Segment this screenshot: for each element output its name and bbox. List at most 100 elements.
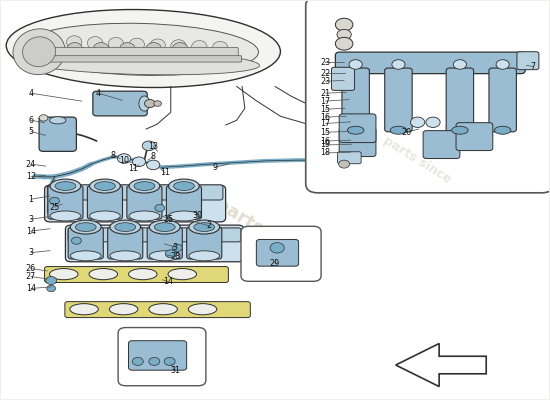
FancyBboxPatch shape xyxy=(93,91,147,116)
FancyBboxPatch shape xyxy=(166,186,201,219)
Ellipse shape xyxy=(212,41,228,54)
Text: 25: 25 xyxy=(163,215,173,224)
Text: 26: 26 xyxy=(26,264,36,273)
Ellipse shape xyxy=(18,50,260,75)
Circle shape xyxy=(336,18,353,31)
FancyBboxPatch shape xyxy=(384,68,412,132)
FancyBboxPatch shape xyxy=(423,131,460,158)
Text: 17: 17 xyxy=(321,119,331,128)
Ellipse shape xyxy=(67,42,83,58)
Text: 6: 6 xyxy=(29,116,34,125)
Ellipse shape xyxy=(67,36,82,48)
FancyBboxPatch shape xyxy=(47,185,223,200)
Circle shape xyxy=(339,160,350,168)
Ellipse shape xyxy=(50,268,78,280)
Ellipse shape xyxy=(189,251,219,261)
Ellipse shape xyxy=(173,182,194,190)
Text: 14: 14 xyxy=(26,284,36,293)
Ellipse shape xyxy=(13,29,65,75)
Ellipse shape xyxy=(89,268,118,280)
Ellipse shape xyxy=(168,211,199,221)
FancyBboxPatch shape xyxy=(489,68,516,132)
Ellipse shape xyxy=(168,268,196,280)
Text: 15: 15 xyxy=(321,105,331,114)
Ellipse shape xyxy=(115,223,136,232)
Ellipse shape xyxy=(129,179,160,193)
Circle shape xyxy=(154,101,162,106)
Ellipse shape xyxy=(155,223,175,232)
Text: 9: 9 xyxy=(212,163,217,172)
Text: 31: 31 xyxy=(170,366,180,375)
Text: 8: 8 xyxy=(111,151,116,160)
Ellipse shape xyxy=(109,304,138,315)
Circle shape xyxy=(270,243,284,253)
Text: 23: 23 xyxy=(321,77,331,86)
FancyBboxPatch shape xyxy=(306,0,550,193)
FancyBboxPatch shape xyxy=(127,186,162,219)
Text: 28: 28 xyxy=(170,252,180,261)
Text: 7: 7 xyxy=(530,62,535,71)
Text: 19: 19 xyxy=(321,140,331,150)
Circle shape xyxy=(166,250,176,258)
Circle shape xyxy=(453,60,466,69)
Ellipse shape xyxy=(110,220,141,234)
Text: 17: 17 xyxy=(321,97,331,106)
Ellipse shape xyxy=(134,182,155,190)
Circle shape xyxy=(155,204,165,212)
Ellipse shape xyxy=(6,10,280,88)
Ellipse shape xyxy=(149,304,177,315)
Ellipse shape xyxy=(452,126,468,134)
Polygon shape xyxy=(395,344,486,386)
Ellipse shape xyxy=(95,182,116,190)
Ellipse shape xyxy=(110,251,141,261)
Text: 11: 11 xyxy=(160,168,170,177)
FancyBboxPatch shape xyxy=(39,117,76,151)
Circle shape xyxy=(39,115,48,121)
Ellipse shape xyxy=(172,42,188,58)
Circle shape xyxy=(118,154,131,163)
Text: 10: 10 xyxy=(119,156,129,166)
Ellipse shape xyxy=(87,36,103,49)
Ellipse shape xyxy=(23,37,56,67)
Circle shape xyxy=(336,37,353,50)
Circle shape xyxy=(47,285,56,292)
Text: 23: 23 xyxy=(321,58,331,67)
FancyBboxPatch shape xyxy=(342,68,370,132)
Ellipse shape xyxy=(70,220,101,234)
FancyBboxPatch shape xyxy=(65,225,244,262)
Circle shape xyxy=(133,358,144,366)
Ellipse shape xyxy=(129,211,160,221)
Text: 25: 25 xyxy=(50,203,59,212)
Text: 4: 4 xyxy=(29,89,34,98)
Text: 24: 24 xyxy=(26,160,36,169)
Circle shape xyxy=(72,237,81,244)
Ellipse shape xyxy=(50,179,81,193)
Ellipse shape xyxy=(90,211,120,221)
Circle shape xyxy=(46,276,57,284)
FancyBboxPatch shape xyxy=(338,152,361,164)
Circle shape xyxy=(172,244,182,252)
Circle shape xyxy=(410,117,425,128)
Text: 1: 1 xyxy=(29,195,34,204)
Text: 18: 18 xyxy=(321,148,331,158)
FancyBboxPatch shape xyxy=(48,186,83,219)
Circle shape xyxy=(337,29,351,40)
FancyBboxPatch shape xyxy=(87,186,123,219)
Ellipse shape xyxy=(494,126,511,134)
FancyBboxPatch shape xyxy=(336,52,525,74)
Circle shape xyxy=(496,60,509,69)
Text: 30: 30 xyxy=(192,212,202,220)
Ellipse shape xyxy=(191,40,207,53)
Circle shape xyxy=(147,160,160,170)
Text: 22: 22 xyxy=(320,69,331,78)
Circle shape xyxy=(133,157,146,166)
Ellipse shape xyxy=(150,251,180,261)
Text: 4: 4 xyxy=(96,89,101,98)
FancyBboxPatch shape xyxy=(339,128,376,156)
Circle shape xyxy=(149,358,160,366)
Text: 27: 27 xyxy=(26,272,36,281)
Text: 11: 11 xyxy=(129,164,139,174)
Ellipse shape xyxy=(55,182,76,190)
Circle shape xyxy=(142,141,156,150)
FancyBboxPatch shape xyxy=(68,227,103,259)
